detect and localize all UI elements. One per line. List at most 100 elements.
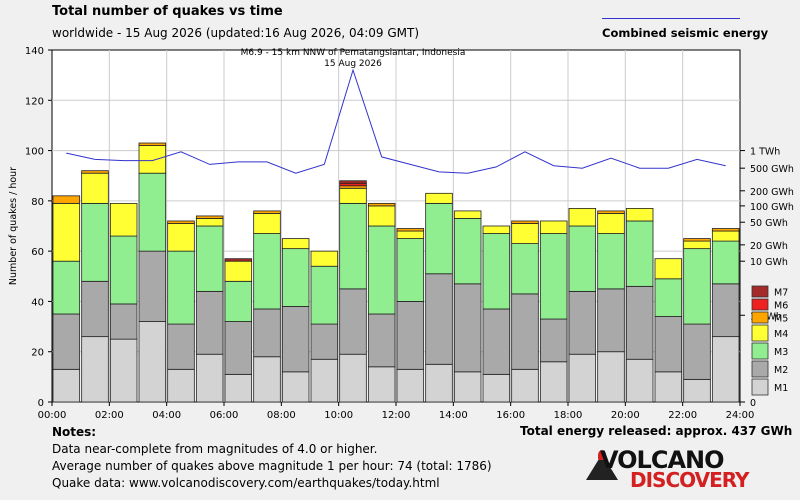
bar-m2-h09 <box>310 323 339 360</box>
bar-m4-h17 <box>539 220 568 234</box>
bar-m1-h22 <box>683 378 711 403</box>
bar-m3-h06 <box>224 280 253 322</box>
volcano-fire-icon <box>598 450 606 460</box>
bar-m1-h10 <box>339 353 367 403</box>
legend-label-m2: M2 <box>774 365 788 376</box>
bar-m4-h09 <box>310 250 339 267</box>
bar-m4-h15 <box>482 225 511 234</box>
energy-tick-label: 10 GWh <box>750 257 788 268</box>
bar-m4-h16 <box>511 223 539 245</box>
bar-m3-h09 <box>310 265 339 325</box>
bar-m2-h16 <box>511 293 539 370</box>
bar-m5-h12 <box>396 228 425 232</box>
bar-m2-h22 <box>683 323 711 380</box>
notes-block: Notes: Data near-complete from magnitude… <box>52 424 492 492</box>
legend-label-m7: M7 <box>774 288 788 299</box>
bar-m2-h15 <box>482 308 511 375</box>
y-tick-label: 60 <box>31 247 44 258</box>
x-tick-label: 00:00 <box>38 410 67 421</box>
bar-m3-h13 <box>425 202 453 275</box>
y-tick-label: 20 <box>31 348 44 359</box>
bar-m4-h02 <box>109 202 138 237</box>
energy-tick-label: 1 TWh <box>750 147 780 158</box>
bar-m2-h04 <box>167 323 195 370</box>
legend-label-m6: M6 <box>774 301 788 312</box>
bar-m1-h17 <box>539 361 568 403</box>
bar-m1-h21 <box>654 371 683 403</box>
legend-label-m4: M4 <box>774 329 788 340</box>
x-tick-label: 14:00 <box>439 410 468 421</box>
bar-m2-h02 <box>109 303 138 340</box>
bar-m2-h23 <box>711 283 740 338</box>
legend-swatch-m6 <box>751 298 769 311</box>
bar-m4-h20 <box>625 207 654 222</box>
bar-m4-h21 <box>654 258 683 280</box>
bar-m3-h18 <box>568 225 597 292</box>
bar-m7-h10 <box>339 180 367 184</box>
bar-m3-h08 <box>281 248 310 307</box>
bar-m1-h11 <box>367 366 396 403</box>
bar-m5-h03 <box>138 142 167 146</box>
legend-swatch-m4 <box>751 324 769 342</box>
bar-m3-h02 <box>109 235 138 305</box>
annotation-date: 15 Aug 2026 <box>324 59 382 69</box>
bar-m3-h17 <box>539 233 568 320</box>
bar-m4-h18 <box>568 207 597 227</box>
bar-m4-h19 <box>597 213 625 234</box>
bar-m3-h00 <box>52 260 81 315</box>
bar-m1-h14 <box>453 371 482 403</box>
energy-tick-label: 50 GWh <box>750 218 788 229</box>
bar-m2-h05 <box>195 290 224 355</box>
bar-m4-h00 <box>52 202 81 262</box>
bar-m3-h07 <box>253 233 281 310</box>
bar-m3-h03 <box>138 172 167 252</box>
bar-m1-h13 <box>425 363 453 403</box>
y-tick-label: 140 <box>25 46 44 57</box>
bar-m2-h13 <box>425 273 453 365</box>
bar-m5-h07 <box>253 210 281 214</box>
legend-swatch-m3 <box>751 342 769 360</box>
bar-m5-h22 <box>683 238 711 242</box>
bar-m2-h06 <box>224 321 253 375</box>
bar-m2-h10 <box>339 288 367 355</box>
legend-swatch-m2 <box>751 360 769 378</box>
energy-tick-label: 100 GWh <box>750 202 794 213</box>
x-tick-label: 22:00 <box>668 410 697 421</box>
bar-m2-h07 <box>253 308 281 358</box>
bar-m1-h18 <box>568 353 597 403</box>
bar-m3-h04 <box>167 250 195 325</box>
bar-m2-h20 <box>625 285 654 360</box>
bar-m1-h15 <box>482 373 511 403</box>
bar-m1-h07 <box>253 356 281 403</box>
bar-m4-h06 <box>224 260 253 282</box>
total-energy: Total energy released: approx. 437 GWh <box>520 424 793 438</box>
bar-m4-h03 <box>138 145 167 174</box>
bar-m3-h14 <box>453 218 482 285</box>
volcano-discovery-logo[interactable]: VOLCANO DISCOVERY <box>586 446 750 492</box>
bar-m2-h18 <box>568 290 597 355</box>
bar-m3-h05 <box>195 225 224 292</box>
x-tick-label: 16:00 <box>496 410 525 421</box>
bar-m5-h23 <box>711 228 740 232</box>
bar-m4-h11 <box>367 205 396 227</box>
bars <box>52 142 740 403</box>
bar-m7-h06 <box>224 258 253 262</box>
bar-m4-h12 <box>396 230 425 239</box>
bar-m2-h12 <box>396 301 425 370</box>
grid-lines <box>52 50 740 402</box>
bar-m4-h10 <box>339 187 367 204</box>
bar-m5-h05 <box>195 215 224 219</box>
bar-m1-h20 <box>625 358 654 403</box>
bar-m1-h19 <box>597 351 625 403</box>
bar-m2-h08 <box>281 306 310 373</box>
bar-m1-h03 <box>138 321 167 403</box>
x-tick-label: 24:00 <box>726 410 755 421</box>
bar-m2-h19 <box>597 288 625 353</box>
chart-subtitle: worldwide - 15 Aug 2026 (updated:16 Aug … <box>52 26 420 40</box>
x-tick-label: 18:00 <box>554 410 583 421</box>
bar-m5-h00 <box>52 195 81 204</box>
logo-text-volcano: VOLCANO <box>600 446 725 474</box>
bar-m2-h14 <box>453 283 482 373</box>
note-completeness: Data near-complete from magnitudes of 4.… <box>52 442 378 456</box>
